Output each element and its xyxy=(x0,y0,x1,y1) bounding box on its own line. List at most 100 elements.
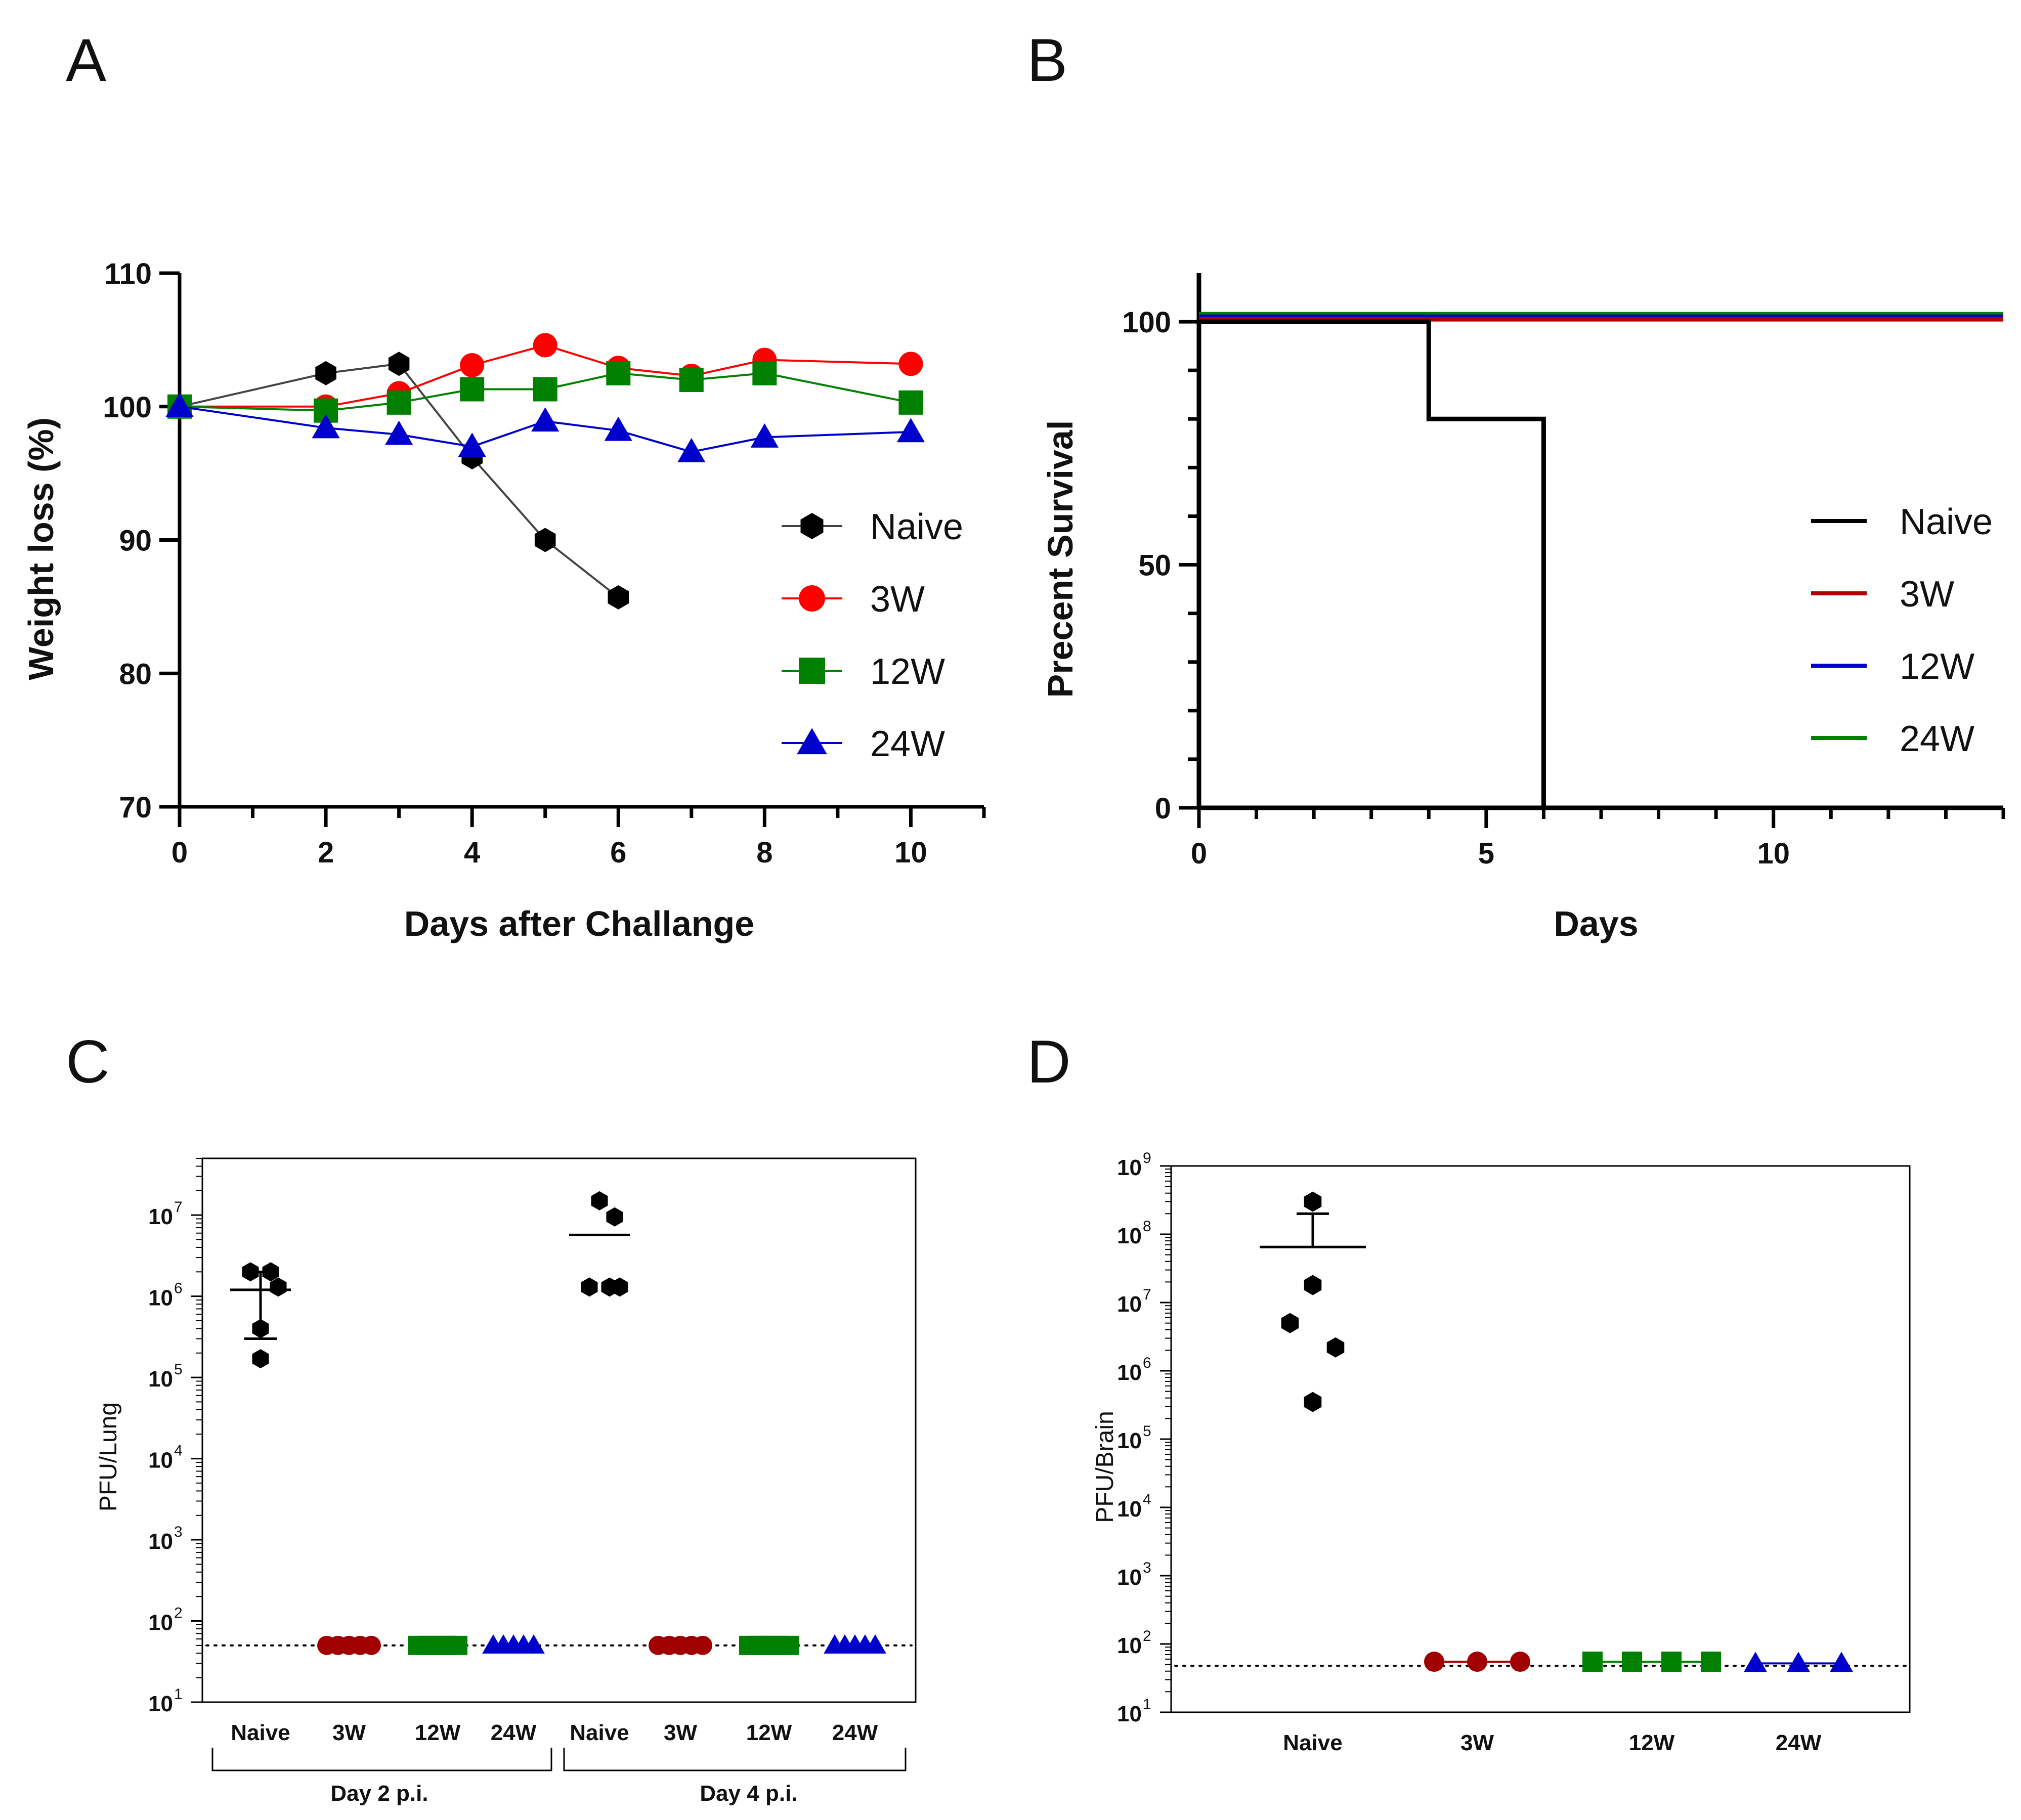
panel-c-ytick-label: 10 xyxy=(148,1367,173,1392)
panel-a-xtick-label: 10 xyxy=(894,836,927,869)
panel-d-point-Naive xyxy=(1281,1313,1299,1333)
panel-a-point-3W xyxy=(533,333,557,358)
panel-a-point-24W xyxy=(458,432,486,457)
panel-d-group-label: 3W xyxy=(1460,1730,1494,1755)
panel-b-ylabel: Precent Survival xyxy=(1041,420,1080,698)
panel-d-group-label: 24W xyxy=(1776,1730,1822,1755)
panel-a-point-Naive xyxy=(388,352,410,376)
panel-c-ytick-exponent: 2 xyxy=(174,1605,183,1622)
panel-d-ytick-label: 10 xyxy=(1117,1224,1142,1248)
panel-a-ytick-label: 110 xyxy=(104,257,152,290)
panel-a-legend-label: 24W xyxy=(870,724,945,764)
panel-b-legend-label: 24W xyxy=(1900,719,1974,759)
panel-d-group-label: 12W xyxy=(1629,1730,1675,1755)
panel-a-legend-label: Naive xyxy=(870,507,963,547)
panel-a-xtick-label: 0 xyxy=(171,836,188,869)
panel-a-xtick-label: 6 xyxy=(610,836,626,869)
panel-d-ytick-exponent: 1 xyxy=(1143,1696,1151,1713)
panel-a-point-24W xyxy=(677,438,706,462)
panel-a-point-Naive xyxy=(315,361,336,385)
panel-a-legend-marker xyxy=(799,658,825,684)
panel-letter-c: C xyxy=(66,1028,110,1096)
panel-c-ytick-exponent: 1 xyxy=(174,1686,183,1703)
panel-a-xlabel: Days after Challange xyxy=(404,904,754,943)
panel-c-group-label: Naive xyxy=(231,1720,290,1745)
panel-a-point-3W xyxy=(898,352,923,376)
panel-c-point-Naive xyxy=(252,1349,269,1369)
panel-a-point-12W xyxy=(533,377,557,402)
panel-c-ytick-label: 10 xyxy=(148,1204,173,1229)
panel-c-ytick-label: 10 xyxy=(148,1448,173,1473)
panel-d-point-Naive xyxy=(1304,1275,1322,1295)
panel-d-point-Naive xyxy=(1304,1191,1322,1212)
panel-a-xtick-label: 2 xyxy=(318,836,334,869)
panel-b-legend-label: Naive xyxy=(1900,502,1993,542)
panel-c-point-Naive xyxy=(581,1277,598,1297)
panel-a-xtick-label: 4 xyxy=(464,836,480,869)
panel-d-ytick-exponent: 4 xyxy=(1143,1491,1151,1508)
panel-b-survival-line-Naive xyxy=(1199,319,1546,808)
panel-d-ytick-label: 10 xyxy=(1117,1428,1142,1453)
panel-a-legend-marker xyxy=(797,728,827,755)
panel-c-group-label: 24W xyxy=(491,1720,537,1745)
panel-c-bracket-day4: Day 4 p.i. xyxy=(700,1781,797,1806)
panel-b-xtick-label: 0 xyxy=(1191,837,1207,870)
panel-d-ytick-exponent: 8 xyxy=(1143,1218,1151,1235)
panel-d-ytick-exponent: 7 xyxy=(1143,1286,1151,1303)
panel-b-xtick-label: 5 xyxy=(1478,837,1494,870)
panel-c-point-Naive xyxy=(591,1191,608,1210)
panel-d-point-Naive xyxy=(1304,1392,1322,1412)
panel-a-legend-label: 12W xyxy=(870,652,945,692)
panel-c-group-label: 12W xyxy=(746,1720,792,1745)
panel-a-point-24W xyxy=(604,416,632,441)
panel-c-ytick-exponent: 6 xyxy=(174,1280,183,1297)
panel-a-point-24W xyxy=(312,414,340,439)
panel-c-ytick-exponent: 7 xyxy=(174,1199,183,1216)
panel-a-point-24W xyxy=(165,393,194,417)
panel-d-point-Naive xyxy=(1326,1337,1345,1358)
panel-c-ytick-exponent: 3 xyxy=(174,1524,183,1540)
panel-c-ytick-label: 10 xyxy=(148,1286,173,1311)
panel-d-ytick-exponent: 3 xyxy=(1143,1559,1151,1576)
panel-letter-b: B xyxy=(1027,26,1067,94)
panel-c-point-24W xyxy=(523,1634,545,1654)
panel-d-ytick-label: 10 xyxy=(1117,1702,1142,1726)
panel-c-ytick-exponent: 5 xyxy=(174,1361,183,1378)
panel-d-ytick-exponent: 6 xyxy=(1143,1355,1151,1371)
panel-b-legend-label: 3W xyxy=(1900,574,1954,615)
panel-d-ytick-label: 10 xyxy=(1117,1633,1142,1658)
panel-d-point-24W xyxy=(1744,1652,1767,1672)
panel-letter-d: D xyxy=(1027,1028,1071,1096)
panel-a-ylabel: Weight loss (%) xyxy=(21,417,61,680)
panel-a-point-24W xyxy=(385,420,413,445)
panel-a-point-12W xyxy=(752,361,777,385)
panel-a-ytick-label: 80 xyxy=(119,658,152,690)
panel-d-group-label: Naive xyxy=(1283,1730,1342,1755)
panel-b-xlabel: Days xyxy=(1554,904,1638,943)
panel-c-group-label: 12W xyxy=(415,1720,461,1745)
panel-c-point-24W xyxy=(864,1634,886,1654)
panel-d-ytick-label: 10 xyxy=(1117,1155,1142,1180)
panel-a-ytick-label: 100 xyxy=(103,391,152,424)
panel-c-group-label: 24W xyxy=(832,1720,878,1745)
panel-d-ytick-label: 10 xyxy=(1117,1497,1142,1522)
panel-a-point-24W xyxy=(750,423,779,448)
panel-letter-a: A xyxy=(66,26,106,94)
panel-a-point-24W xyxy=(896,418,925,443)
panel-c-ytick-label: 10 xyxy=(148,1529,173,1554)
panel-d-ylabel: PFU/Brain xyxy=(1092,1411,1119,1523)
panel-a-ytick-label: 90 xyxy=(119,525,152,557)
panel-c-frame xyxy=(201,1157,917,1703)
panel-a-legend-label: 3W xyxy=(870,579,925,620)
panel-d-ytick-exponent: 9 xyxy=(1143,1150,1151,1166)
panel-a-point-12W xyxy=(679,368,704,392)
panel-a-point-12W xyxy=(386,390,411,415)
panel-c-group-label: Naive xyxy=(570,1720,629,1745)
panel-c-bracket-day4-line xyxy=(563,1748,907,1771)
panel-a-point-24W xyxy=(531,407,560,432)
panel-b-xtick-label: 10 xyxy=(1757,837,1790,870)
panel-a-legend-marker xyxy=(799,585,825,612)
panel-d-ytick-label: 10 xyxy=(1117,1565,1142,1590)
panel-c-bracket-day2-line xyxy=(211,1748,552,1771)
